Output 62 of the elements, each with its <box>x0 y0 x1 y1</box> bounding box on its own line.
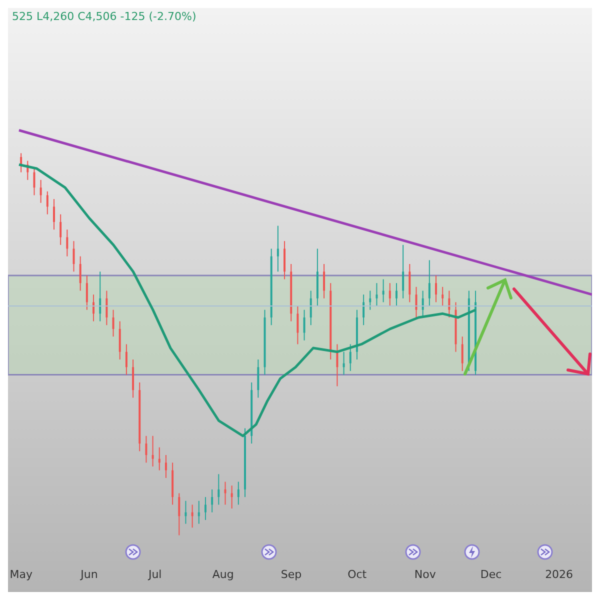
candlestick <box>118 320 121 360</box>
candlestick <box>442 286 444 307</box>
candlestick <box>79 256 82 292</box>
x-tick-label: Oct <box>348 568 368 581</box>
candlestick <box>310 290 312 326</box>
candlestick <box>92 294 94 322</box>
x-tick-label: Jun <box>80 568 98 581</box>
candlestick <box>86 274 88 310</box>
candlestick <box>461 336 464 372</box>
candlestick <box>46 190 48 215</box>
text: 525 L4,260 C4,506 -125 (-2.70%) <box>12 10 196 23</box>
candlestick <box>211 488 214 513</box>
candlestick <box>376 282 378 307</box>
candlestick <box>106 290 108 326</box>
candlestick <box>20 152 22 173</box>
candlestick <box>218 474 220 506</box>
candlestick <box>284 240 286 280</box>
x-tick-label: Jul <box>147 568 162 581</box>
candlestick <box>60 214 62 246</box>
candlestick <box>152 435 154 467</box>
candlestick <box>303 309 306 341</box>
x-tick-label: Sep <box>280 568 302 581</box>
x-tick-label: 2026 <box>545 568 574 581</box>
candlestick <box>198 500 200 524</box>
candlestick <box>362 294 365 326</box>
x-tick-label: Aug <box>212 568 234 581</box>
candlestick <box>382 278 384 303</box>
candlestick <box>402 244 404 299</box>
candlestick <box>296 306 299 345</box>
candlestick <box>336 344 338 387</box>
candlestick <box>396 282 398 307</box>
candlestick <box>125 344 128 376</box>
candlestick <box>164 454 167 478</box>
x-tick-label: Dec <box>480 568 502 581</box>
candlestick <box>66 229 68 257</box>
candlestick <box>323 263 326 299</box>
candlestick <box>428 260 430 307</box>
candlestick <box>257 359 260 398</box>
candlestick <box>435 274 437 303</box>
candlestick <box>448 290 450 318</box>
candlestick <box>237 481 240 506</box>
candlestick <box>204 496 206 520</box>
x-tick-label: May <box>10 568 34 581</box>
candlestick <box>349 344 352 372</box>
candlestick <box>191 504 194 528</box>
candlestick <box>408 263 411 303</box>
candlestick <box>184 500 187 524</box>
candlestick <box>388 282 391 307</box>
candlestick <box>276 225 279 272</box>
candlestick <box>369 290 372 310</box>
candlestick <box>342 351 345 376</box>
x-tick-label: Nov <box>414 568 436 581</box>
candlestick <box>132 359 134 398</box>
candlestick <box>178 492 180 536</box>
candlestick <box>230 485 233 510</box>
candlestick <box>145 435 148 464</box>
candlestick <box>158 446 160 471</box>
candlestick <box>33 168 36 196</box>
candlestick <box>53 198 55 230</box>
candlestick <box>40 179 42 204</box>
candlestick <box>112 309 114 338</box>
candlestick <box>99 271 102 322</box>
